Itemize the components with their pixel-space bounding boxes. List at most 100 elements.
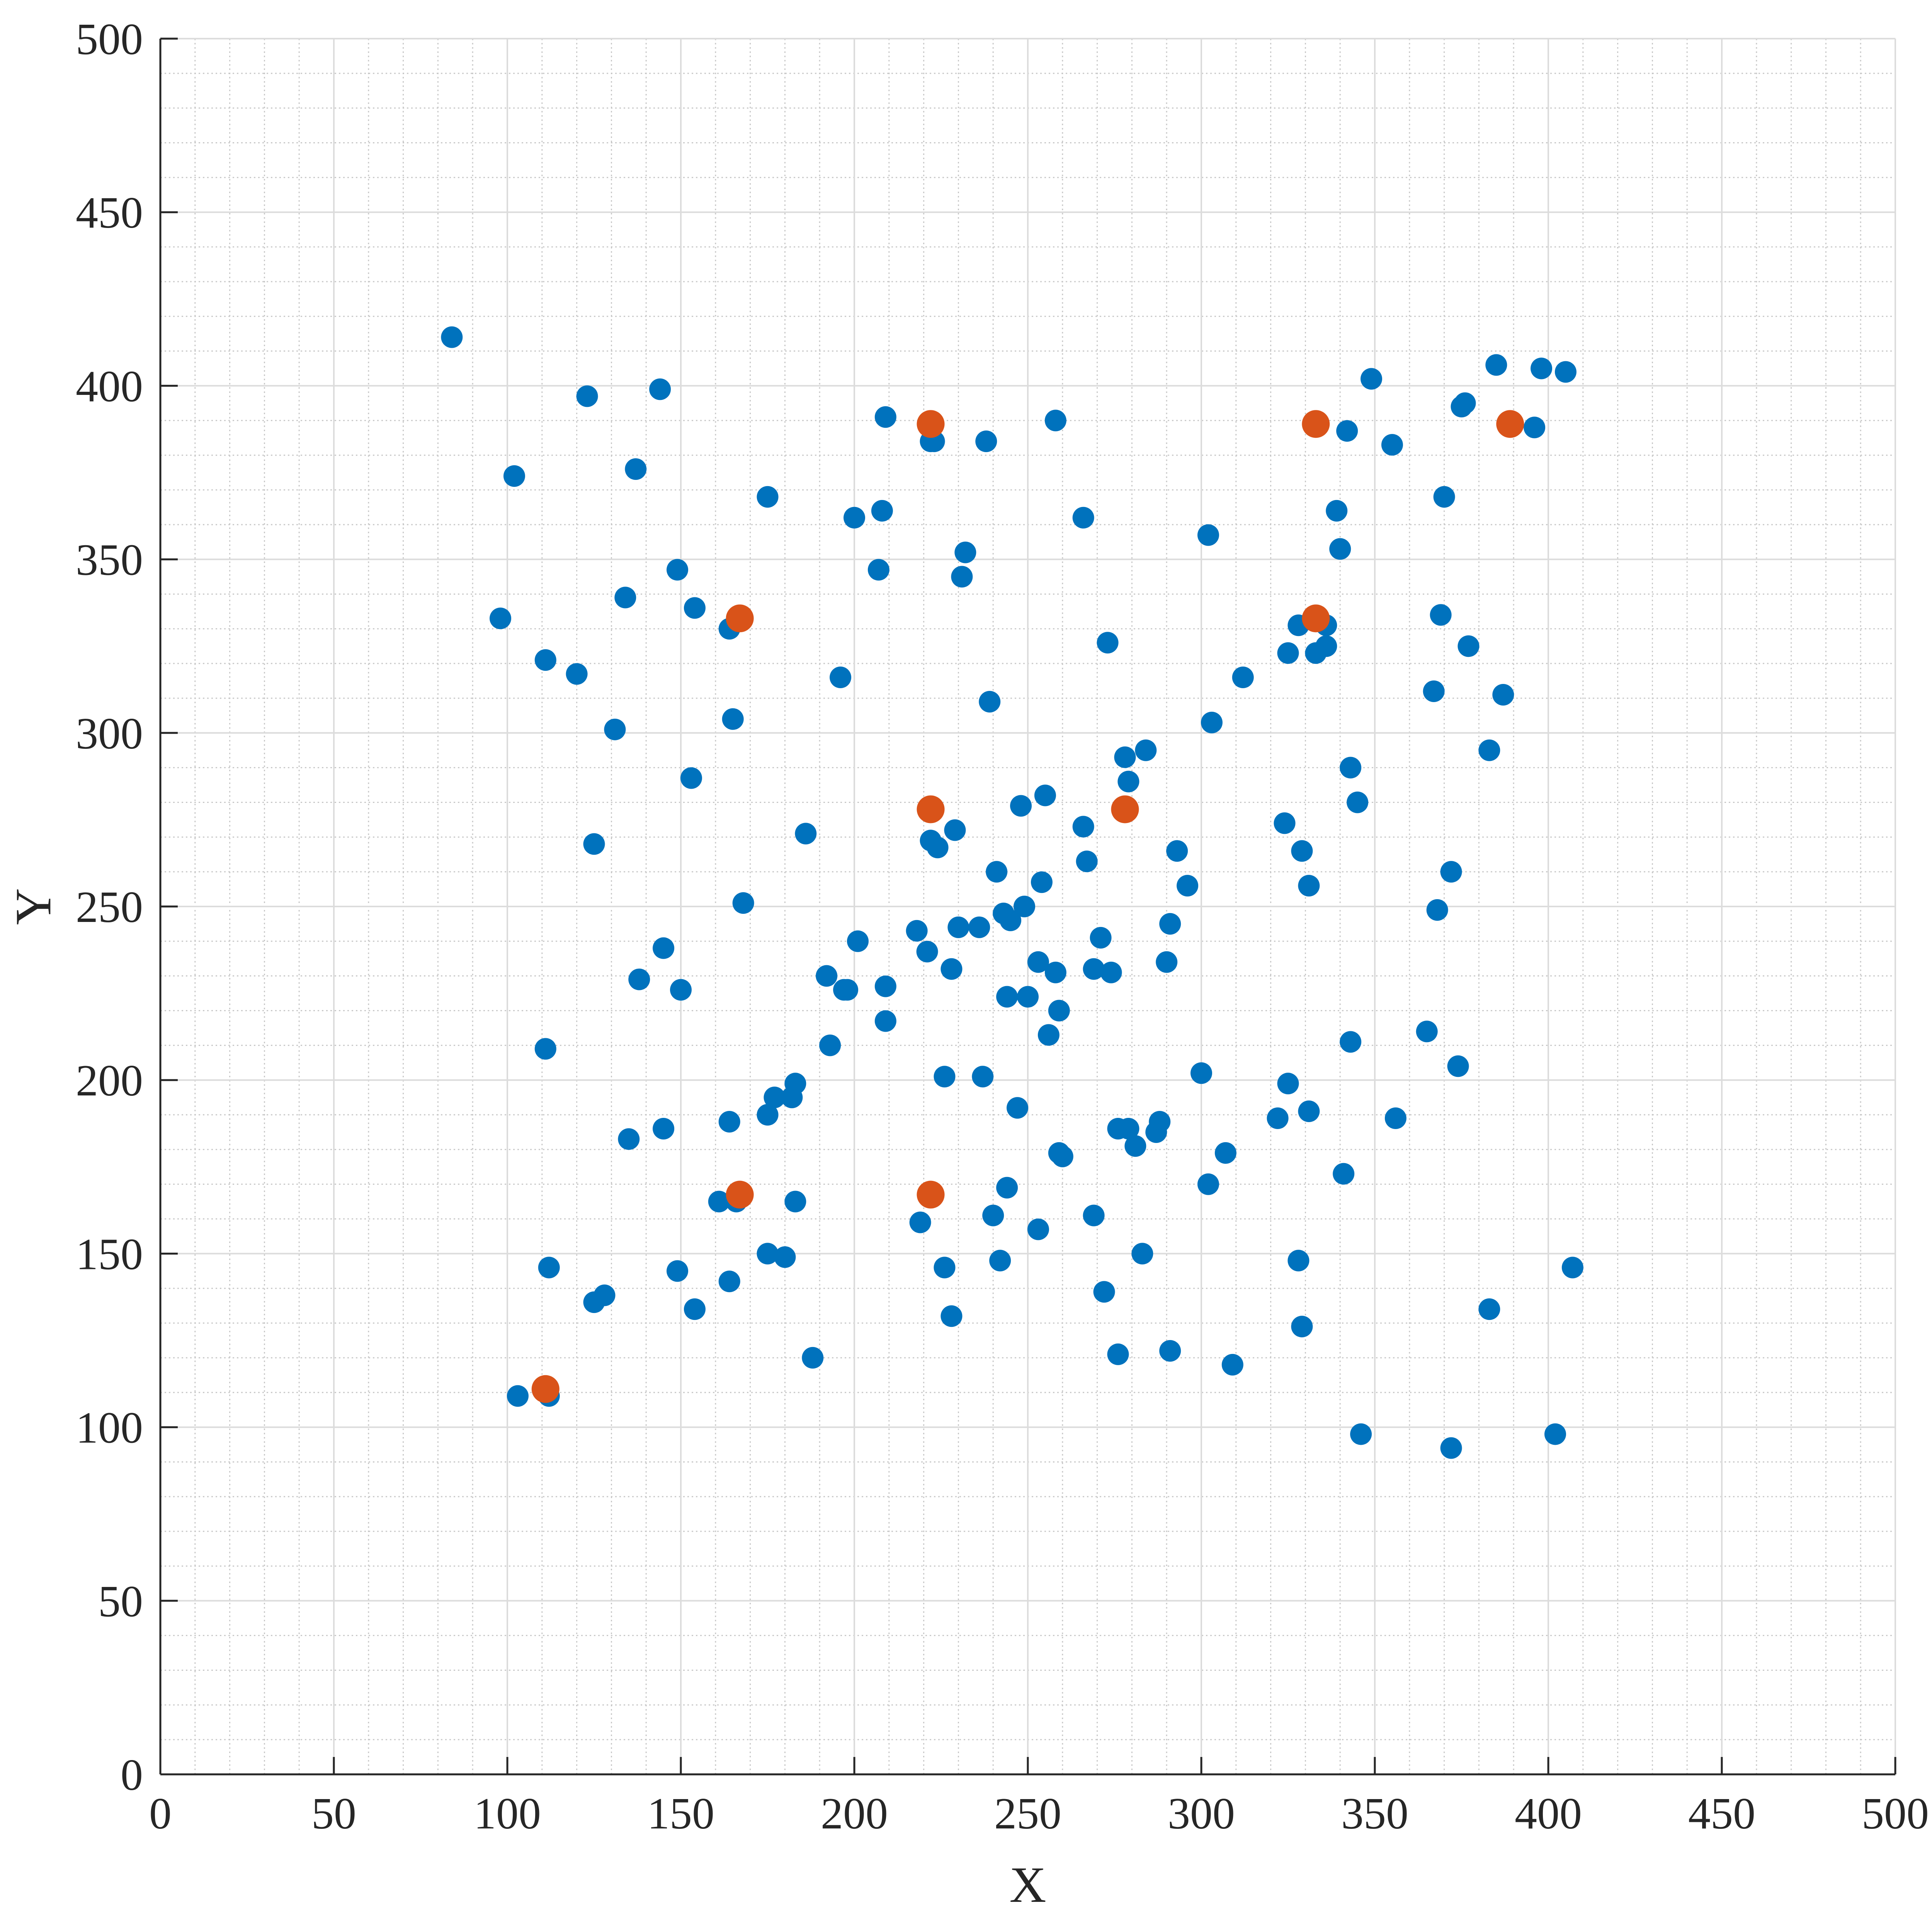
data-point-blue [628, 968, 650, 990]
x-tick-label: 450 [1688, 1789, 1755, 1838]
data-point-blue [667, 1260, 689, 1282]
data-point-blue [757, 1104, 779, 1126]
data-point-blue [975, 430, 997, 452]
data-point-blue [1274, 812, 1296, 834]
data-point-blue [1197, 524, 1219, 546]
data-point-blue [1201, 711, 1223, 733]
data-point-blue [1100, 961, 1122, 983]
data-point-blue [718, 1270, 740, 1293]
data-point-blue [1093, 1281, 1115, 1303]
data-point-blue [1416, 1020, 1438, 1043]
data-point-blue [670, 979, 692, 1001]
data-point-blue [534, 1038, 556, 1060]
data-point-blue [1440, 861, 1462, 883]
data-point-blue [1076, 850, 1098, 872]
data-point-blue [940, 1305, 963, 1327]
data-point-blue [833, 979, 855, 1001]
x-tick-label: 250 [994, 1789, 1061, 1838]
data-point-blue [1485, 354, 1507, 376]
data-point-blue [1340, 757, 1362, 779]
data-point-blue [906, 920, 928, 942]
data-point-blue [1031, 871, 1053, 893]
data-point-orange [1496, 410, 1524, 438]
data-point-blue [781, 1087, 803, 1109]
data-point-blue [1291, 840, 1313, 862]
data-point-blue [1083, 1204, 1105, 1226]
data-point-blue [1326, 500, 1348, 522]
data-point-blue [490, 607, 512, 629]
data-point-blue [1340, 1031, 1362, 1053]
x-tick-label: 50 [311, 1789, 356, 1838]
x-tick-label: 300 [1168, 1789, 1235, 1838]
data-point-blue [1221, 1354, 1243, 1376]
tick-marks [159, 37, 1896, 1776]
data-point-blue [795, 823, 817, 845]
data-point-blue [1124, 1135, 1146, 1157]
data-point-blue [1561, 1257, 1583, 1279]
data-point-blue [847, 930, 869, 952]
data-point-blue [1044, 961, 1066, 983]
data-point-orange [917, 1180, 945, 1209]
data-point-blue [1149, 1111, 1171, 1133]
data-point-blue [1135, 739, 1157, 761]
y-tick-label: 100 [76, 1403, 143, 1453]
data-point-blue [979, 690, 1001, 713]
data-point-blue [625, 458, 647, 480]
data-point-blue [718, 1111, 740, 1133]
data-point-blue [684, 597, 706, 619]
data-point-blue [951, 566, 973, 588]
y-tick-label: 500 [76, 15, 143, 64]
data-point-blue [1423, 680, 1445, 702]
y-tick-label: 250 [76, 883, 143, 932]
data-point-blue [996, 1177, 1018, 1199]
data-point-orange [917, 410, 945, 438]
data-point-blue [1478, 1298, 1500, 1320]
data-point-blue [867, 559, 889, 581]
data-point-blue [1190, 1062, 1212, 1084]
y-tick-label: 0 [121, 1750, 143, 1800]
data-point-blue [944, 819, 966, 841]
data-point-blue [1000, 909, 1022, 931]
data-point-blue [1524, 417, 1546, 439]
data-point-blue [1159, 913, 1181, 935]
data-point-blue [604, 718, 626, 740]
data-point-blue [1156, 951, 1178, 973]
data-point-blue [1544, 1423, 1566, 1445]
x-tick-label: 200 [821, 1789, 888, 1838]
data-point-blue [1117, 1117, 1139, 1139]
data-point-blue [757, 486, 779, 508]
data-point-blue [1051, 1145, 1073, 1167]
data-point-blue [1090, 927, 1112, 949]
data-point-blue [1531, 357, 1553, 379]
data-point-blue [441, 326, 463, 348]
data-point-blue [1350, 1423, 1372, 1445]
data-point-blue [871, 500, 893, 522]
data-point-blue [1291, 1316, 1313, 1338]
data-point-blue [1430, 604, 1452, 626]
data-point-blue [1554, 361, 1577, 383]
data-point-blue [722, 708, 744, 730]
data-point-blue [614, 587, 636, 609]
data-point-blue [649, 378, 671, 400]
data-point-blue [1197, 1173, 1219, 1195]
data-point-blue [1107, 1343, 1129, 1365]
data-point-blue [940, 958, 963, 980]
data-point-blue [982, 1204, 1004, 1226]
data-point-blue [927, 837, 949, 859]
data-point-blue [909, 1211, 931, 1233]
data-point-blue [968, 916, 990, 938]
data-point-blue [947, 916, 969, 938]
data-point-blue [1034, 784, 1056, 806]
data-point-blue [844, 507, 865, 529]
data-point-blue [802, 1347, 824, 1369]
data-point-orange [1302, 604, 1330, 633]
data-points [441, 326, 1583, 1459]
data-point-blue [1277, 1073, 1299, 1095]
data-point-blue [874, 1010, 896, 1032]
data-point-blue [916, 940, 938, 963]
data-point-orange [531, 1375, 560, 1403]
data-point-blue [507, 1385, 529, 1407]
data-point-blue [996, 986, 1018, 1008]
tick-labels: 0 50 100 150 200 250 300 350 400 450 500 0 50 100 150 2… [76, 15, 1929, 1838]
data-point-blue [764, 1087, 786, 1109]
